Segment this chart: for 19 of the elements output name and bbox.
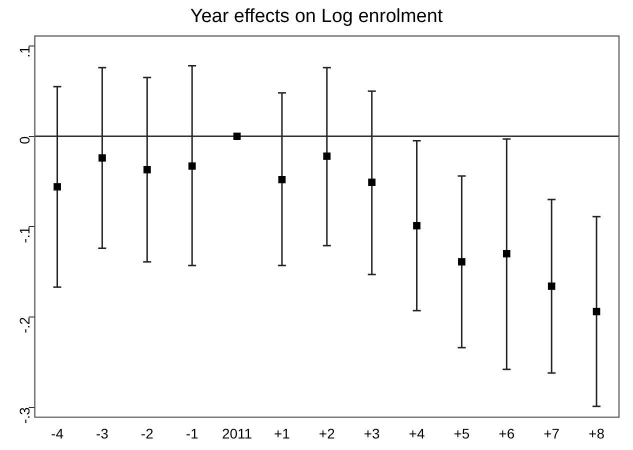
x-tick-label: 2011 [222,425,252,442]
x-tick-label: -4 [51,425,64,442]
x-tick-label: -1 [186,425,199,442]
y-tick-label: .1 [16,46,33,58]
x-tick-label: +1 [274,425,290,442]
x-tick-label: +8 [588,425,605,442]
x-tick-label: +2 [318,425,336,442]
y-tick-label: -.3 [16,407,33,424]
chart-title: Year effects on Log enrolment [189,6,444,28]
x-tick-label: -3 [96,425,109,442]
x-tick-label: +3 [364,425,380,442]
x-tick-label: +6 [498,425,515,442]
x-tick-label: -2 [140,425,154,442]
y-tick-label: -.2 [16,316,33,334]
x-tick-label: +7 [544,425,560,442]
x-tick-label: +5 [454,425,470,442]
y-tick-label: -.1 [16,226,33,243]
x-tick-label: +4 [408,425,425,442]
y-tick-label: 0 [16,136,33,144]
